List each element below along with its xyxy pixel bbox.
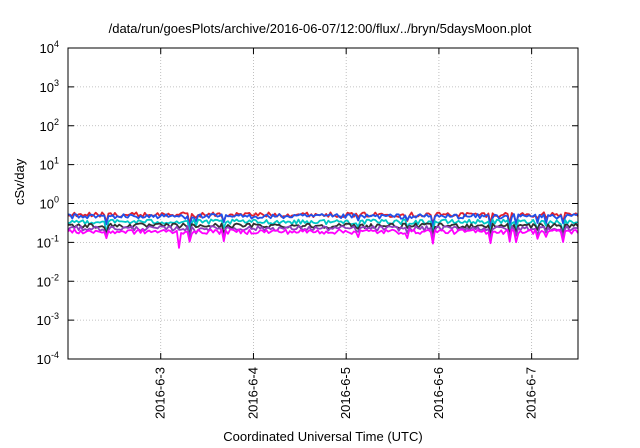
y-tick-label: 10-1 bbox=[37, 233, 59, 250]
series-line bbox=[67, 213, 579, 229]
y-tick-label: 103 bbox=[40, 78, 59, 95]
y-tick-label: 100 bbox=[40, 195, 59, 212]
series-line bbox=[67, 228, 579, 249]
x-tick-label: 2016-6-4 bbox=[245, 367, 260, 419]
x-tick-label: 2016-6-6 bbox=[431, 367, 446, 419]
series-line bbox=[67, 225, 578, 240]
series-line bbox=[67, 218, 578, 235]
plot-frame bbox=[67, 47, 579, 360]
chart-title: /data/run/goesPlots/archive/2016-06-07/1… bbox=[108, 21, 532, 36]
x-tick-label: 2016-6-7 bbox=[524, 367, 539, 419]
y-tick-label: 101 bbox=[40, 156, 59, 173]
y-tick-label: 10-2 bbox=[37, 272, 59, 289]
y-tick-label: 10-3 bbox=[37, 311, 59, 328]
y-tick-label: 10-4 bbox=[37, 350, 59, 367]
x-tick-label: 2016-6-5 bbox=[338, 367, 353, 419]
y-tick-label: 104 bbox=[40, 39, 59, 56]
x-tick-label: 2016-6-3 bbox=[153, 367, 168, 419]
x-axis-label: Coordinated Universal Time (UTC) bbox=[223, 429, 423, 444]
y-tick-label: 102 bbox=[40, 117, 59, 134]
